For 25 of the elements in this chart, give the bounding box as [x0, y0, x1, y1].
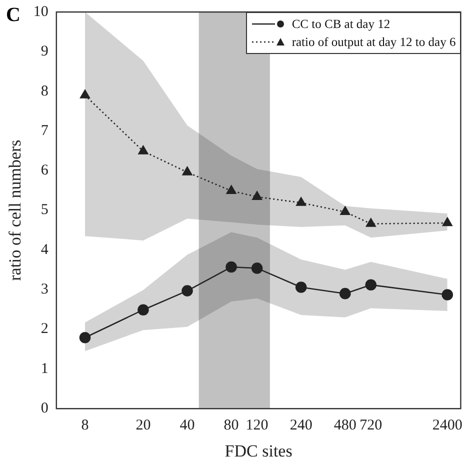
y-tick-label: 8	[40, 83, 48, 100]
text: C	[6, 4, 20, 26]
y-tick-label: 3	[40, 282, 48, 298]
y-tick-label: 1	[40, 360, 48, 377]
x-tick-label: 720	[360, 418, 382, 434]
y-tick-label: 2	[40, 321, 48, 338]
x-tick-label: 8	[81, 418, 89, 434]
y-tick-label: 5	[40, 202, 48, 218]
legend-label: CC to CB at day 12	[292, 16, 390, 32]
legend-label: ratio of output at day 12 to day 6	[292, 34, 456, 50]
x-tick-label: 80	[224, 418, 239, 434]
y-axis-title: ratio of cell numbers	[6, 140, 25, 281]
y-tick-label: 9	[40, 44, 48, 60]
y-tick-label: 6	[40, 162, 49, 179]
x-tick-label: 20	[136, 418, 151, 434]
x-axis-title: FDC sites	[224, 441, 292, 460]
y-tick-label: 10	[33, 4, 48, 20]
x-tick-label: 120	[246, 418, 268, 434]
x-tick-label: 240	[290, 418, 312, 434]
y-tick-label: 7	[40, 122, 49, 139]
x-tick-label: 480	[334, 418, 356, 434]
x-tick-label: 40	[180, 418, 195, 434]
y-tick-label: 4	[40, 242, 49, 258]
x-tick-label: 2400	[432, 418, 462, 434]
y-tick-label: 0	[40, 400, 48, 417]
